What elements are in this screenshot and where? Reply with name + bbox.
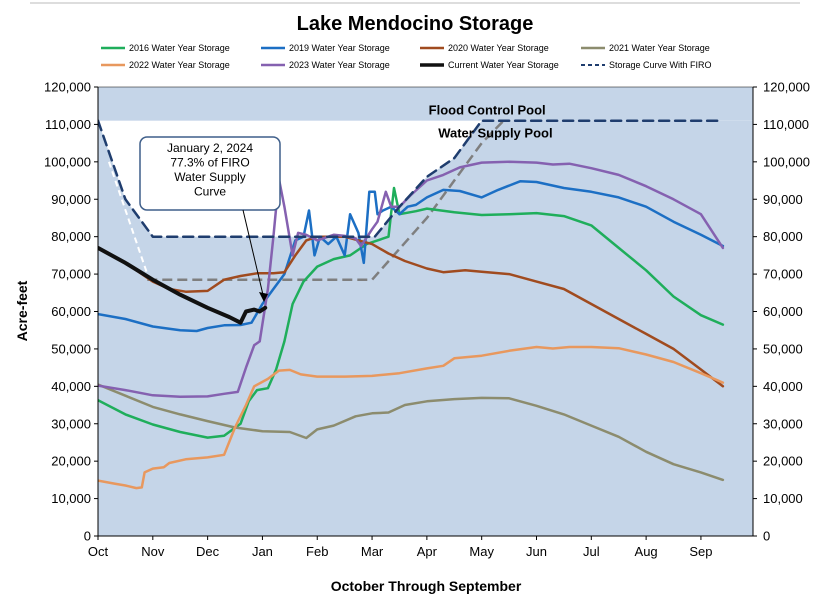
y-tick-label-right: 30,000 (763, 416, 803, 431)
legend: 2016 Water Year Storage 2019 Water Year S… (101, 43, 712, 70)
y-tick-label-right: 90,000 (763, 192, 803, 207)
legend-label: 2023 Water Year Storage (289, 60, 390, 70)
legend-label: Current Water Year Storage (448, 60, 559, 70)
legend-item: Current Water Year Storage (420, 60, 559, 70)
y-axis-title: Acre-feet (14, 280, 30, 341)
y-tick-label-left: 110,000 (45, 117, 91, 132)
flood-control-pool-label: Flood Control Pool (429, 103, 546, 118)
legend-label: Storage Curve With FIRO (609, 60, 712, 70)
legend-label: 2019 Water Year Storage (289, 43, 390, 53)
y-tick-label-left: 30,000 (51, 416, 91, 431)
y-tick-label-right: 50,000 (763, 341, 803, 356)
x-tick-label: Apr (417, 544, 438, 559)
y-tick-label-right: 60,000 (763, 304, 803, 319)
y-tick-label-left: 10,000 (51, 491, 91, 506)
y-tick-label-right: 40,000 (763, 379, 803, 394)
y-tick-label-right: 0 (763, 529, 770, 544)
x-tick-label: Sep (689, 544, 712, 559)
x-tick-label: Mar (361, 544, 384, 559)
series-line-storage-curve-with-firo (98, 119, 725, 238)
legend-label: 2021 Water Year Storage (609, 43, 710, 53)
y-tick-label-left: 80,000 (51, 229, 91, 244)
x-tick-label: May (469, 544, 494, 559)
series-line-2019-water-year-storage (98, 180, 725, 333)
callout-arrowhead (259, 292, 268, 302)
reference-curve (147, 119, 505, 281)
series-line-2020-water-year-storage (98, 235, 725, 388)
legend-item: 2022 Water Year Storage (101, 60, 230, 70)
y-tick-label-left: 70,000 (51, 267, 91, 282)
legend-item: 2019 Water Year Storage (261, 43, 390, 53)
y-tick-label-right: 100,000 (763, 154, 810, 169)
legend-label: 2022 Water Year Storage (129, 60, 230, 70)
callout-box (139, 136, 281, 211)
legend-item: Storage Curve With FIRO (581, 60, 712, 70)
y-tick-label-left: 120,000 (44, 80, 91, 95)
legend-item: 2016 Water Year Storage (101, 43, 230, 53)
series-group (98, 119, 725, 490)
x-axis-title: October Through September (331, 578, 522, 594)
x-tick-label: Aug (635, 544, 658, 559)
chart-title: Lake Mendocino Storage (297, 13, 534, 35)
y-tick-label-left: 0 (84, 529, 91, 544)
y-tick-label-left: 100,000 (44, 154, 91, 169)
x-tick-label: Jan (252, 544, 273, 559)
legend-item: 2023 Water Year Storage (261, 60, 390, 70)
legend-item: 2020 Water Year Storage (420, 43, 549, 53)
y-tick-label-right: 20,000 (763, 454, 803, 469)
callout-pointer (242, 209, 265, 300)
water-supply-pool-label: Water Supply Pool (438, 126, 552, 141)
series-line-current-water-year-storage (98, 245, 268, 325)
axes: 0 0 10,000 10,000 20,000 20,000 30,000 30,000 40… (44, 80, 810, 560)
callout-line: Water Supply (174, 170, 246, 184)
flood-region (98, 87, 753, 121)
y-tick-label-right: 10,000 (763, 491, 803, 506)
legend-label: 2016 Water Year Storage (129, 43, 230, 53)
x-tick-label: Feb (306, 544, 328, 559)
x-tick-label: Dec (196, 544, 220, 559)
y-tick-label-right: 80,000 (763, 229, 803, 244)
series-line-2023-water-year-storage (98, 160, 725, 399)
legend-item: 2021 Water Year Storage (581, 43, 710, 53)
y-tick-label-left: 60,000 (51, 304, 91, 319)
y-tick-label-right: 120,000 (763, 80, 810, 95)
x-tick-label: Jul (583, 544, 600, 559)
y-tick-label-left: 90,000 (51, 192, 91, 207)
x-tick-label: Jun (526, 544, 547, 559)
y-tick-label-right: 70,000 (763, 267, 803, 282)
callout-line: January 2, 2024 (167, 141, 253, 155)
y-tick-label-left: 50,000 (51, 341, 91, 356)
y-tick-label-left: 40,000 (51, 379, 91, 394)
x-tick-label: Oct (88, 544, 109, 559)
callout-line: 77.3% of FIRO (170, 156, 249, 170)
legend-label: 2020 Water Year Storage (448, 43, 549, 53)
callout-line: Curve (194, 185, 226, 199)
series-line-2021-water-year-storage (98, 383, 725, 482)
y-tick-label-right: 110,000 (763, 117, 809, 132)
x-tick-label: Nov (141, 544, 165, 559)
series-line-2022-water-year-storage (98, 345, 725, 490)
y-tick-label-left: 20,000 (51, 454, 91, 469)
